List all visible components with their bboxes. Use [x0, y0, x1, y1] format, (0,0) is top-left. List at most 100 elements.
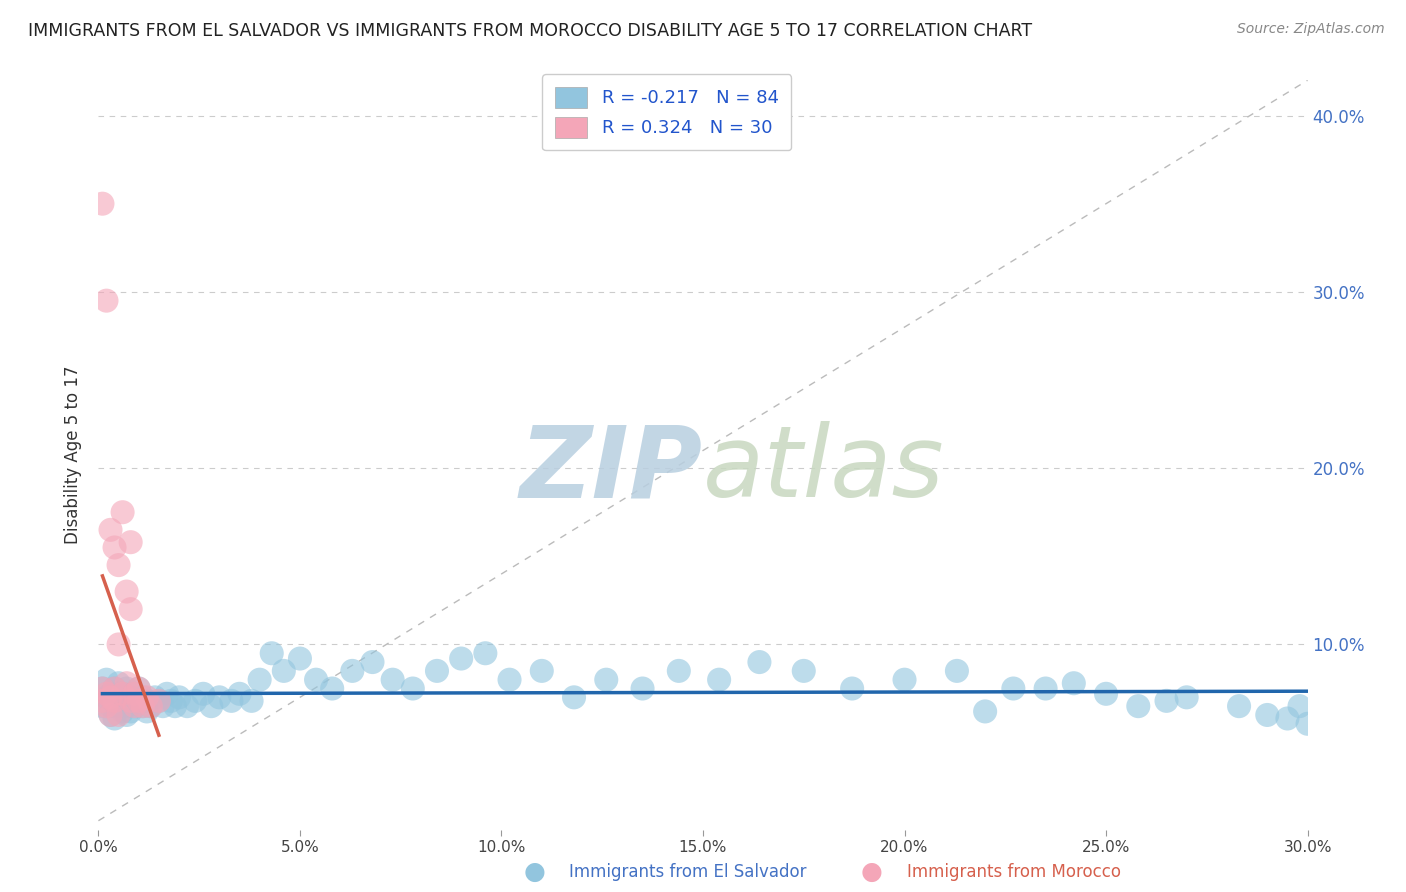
Point: [1296, 716, 1319, 731]
Point: [91, 694, 114, 708]
Point: [361, 655, 384, 669]
Point: [91, 699, 114, 714]
Point: [1095, 687, 1118, 701]
Point: [115, 699, 138, 714]
Point: [402, 681, 425, 696]
Point: [184, 694, 207, 708]
Point: [96, 293, 118, 308]
Point: [115, 584, 138, 599]
Point: [111, 694, 134, 708]
Point: [91, 196, 114, 211]
Text: Immigrants from El Salvador: Immigrants from El Salvador: [569, 863, 807, 881]
Point: [128, 681, 150, 696]
Point: [498, 673, 520, 687]
Point: [107, 690, 129, 705]
Point: [120, 535, 142, 549]
Point: [160, 694, 183, 708]
Point: [143, 690, 166, 705]
Point: [221, 694, 243, 708]
Point: [228, 687, 250, 701]
Point: [120, 694, 142, 708]
Point: [100, 690, 122, 705]
Point: [1063, 676, 1085, 690]
Point: [893, 673, 915, 687]
Point: [305, 673, 328, 687]
Point: [273, 664, 295, 678]
Point: [1256, 708, 1278, 723]
Point: [100, 523, 122, 537]
Point: [208, 690, 231, 705]
Point: [260, 646, 283, 660]
Point: [111, 505, 134, 519]
Text: ●: ●: [860, 861, 883, 884]
Point: [128, 681, 150, 696]
Point: [91, 681, 114, 696]
Point: [103, 681, 125, 696]
Point: [530, 664, 553, 678]
Point: [128, 694, 150, 708]
Point: [176, 699, 198, 714]
Point: [1002, 681, 1025, 696]
Point: [288, 651, 311, 665]
Point: [107, 558, 129, 573]
Point: [474, 646, 496, 660]
Text: ZIP: ZIP: [520, 421, 703, 518]
Point: [103, 711, 125, 725]
Point: [132, 699, 155, 714]
Text: atlas: atlas: [703, 421, 945, 518]
Point: [450, 651, 472, 665]
Point: [156, 687, 179, 701]
Point: [111, 687, 134, 701]
Point: [946, 664, 969, 678]
Point: [148, 694, 170, 708]
Point: [120, 705, 142, 719]
Text: Immigrants from Morocco: Immigrants from Morocco: [907, 863, 1121, 881]
Point: [111, 687, 134, 701]
Point: [124, 699, 146, 714]
Point: [100, 687, 122, 701]
Point: [115, 681, 138, 696]
Point: [426, 664, 449, 678]
Point: [631, 681, 654, 696]
Point: [1175, 690, 1198, 705]
Point: [107, 699, 129, 714]
Point: [163, 699, 186, 714]
Legend: R = -0.217   N = 84, R = 0.324   N = 30: R = -0.217 N = 84, R = 0.324 N = 30: [543, 74, 792, 151]
Point: [381, 673, 404, 687]
Point: [96, 690, 118, 705]
Point: [100, 699, 122, 714]
Point: [668, 664, 690, 678]
Point: [103, 694, 125, 708]
Point: [103, 681, 125, 696]
Point: [132, 690, 155, 705]
Point: [128, 694, 150, 708]
Point: [135, 690, 157, 705]
Point: [562, 690, 585, 705]
Point: [103, 541, 125, 555]
Point: [321, 681, 343, 696]
Point: [1227, 699, 1250, 714]
Point: [111, 705, 134, 719]
Point: [1035, 681, 1057, 696]
Point: [120, 690, 142, 705]
Text: IMMIGRANTS FROM EL SALVADOR VS IMMIGRANTS FROM MOROCCO DISABILITY AGE 5 TO 17 CO: IMMIGRANTS FROM EL SALVADOR VS IMMIGRANT…: [28, 22, 1032, 40]
Point: [139, 699, 162, 714]
Point: [1128, 699, 1150, 714]
Point: [100, 708, 122, 723]
Point: [96, 673, 118, 687]
Point: [707, 673, 730, 687]
Point: [100, 708, 122, 723]
Point: [167, 690, 190, 705]
Point: [193, 687, 215, 701]
Point: [115, 676, 138, 690]
Point: [793, 664, 815, 678]
Point: [132, 699, 155, 714]
Point: [124, 687, 146, 701]
Y-axis label: Disability Age 5 to 17: Disability Age 5 to 17: [65, 366, 83, 544]
Text: ●: ●: [523, 861, 546, 884]
Point: [595, 673, 617, 687]
Point: [135, 694, 157, 708]
Point: [107, 676, 129, 690]
Point: [96, 699, 118, 714]
Point: [96, 687, 118, 701]
